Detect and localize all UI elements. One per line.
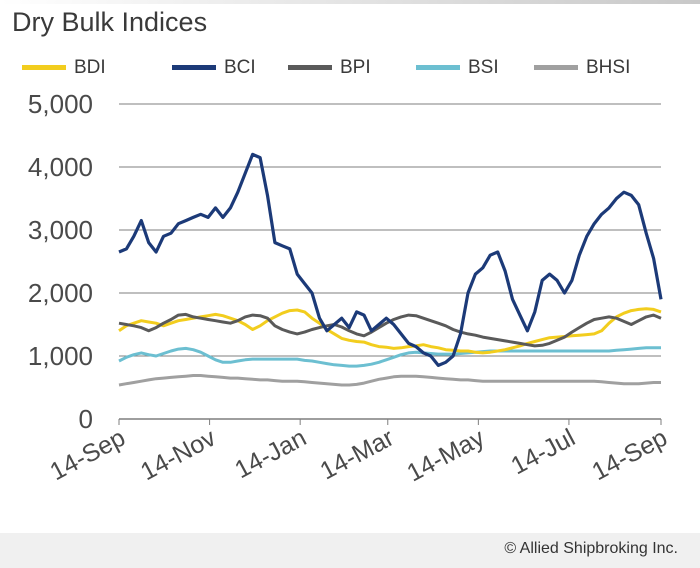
series-line-bdi <box>118 307 662 355</box>
legend-label: BDI <box>74 57 106 78</box>
x-tick-label: 14-Jul <box>506 424 579 481</box>
series-line-bsi <box>118 346 661 368</box>
copyright-notice: © Allied Shipbroking Inc. <box>504 540 678 557</box>
top-decorative-bar <box>0 0 700 4</box>
legend-swatch <box>416 65 460 70</box>
legend-label: BCI <box>224 57 256 78</box>
x-tick-label: 14-May <box>402 423 489 487</box>
x-tick-label: 14-Mar <box>316 424 399 486</box>
y-tick-label: 0 <box>79 404 93 434</box>
y-tick-label: 5,000 <box>28 89 93 119</box>
series-line-bhsi <box>118 374 661 387</box>
y-tick-label: 4,000 <box>28 152 93 182</box>
chart-title: Dry Bulk Indices <box>12 7 208 37</box>
y-tick-label: 2,000 <box>28 278 93 308</box>
legend-swatch <box>534 65 578 70</box>
y-tick-label: 1,000 <box>28 341 93 371</box>
legend-swatch <box>22 65 66 70</box>
x-tick-label: 14-Jan <box>230 424 311 485</box>
footer-bar <box>0 533 700 568</box>
x-tick-label: 14-Sep <box>587 424 671 487</box>
legend-label: BHSI <box>586 57 631 78</box>
legend-label: BPI <box>340 57 371 78</box>
legend-label: BSI <box>468 57 499 78</box>
legend-swatch <box>172 65 216 70</box>
y-tick-label: 3,000 <box>28 215 93 245</box>
series-line-bpi <box>118 312 662 348</box>
legend-swatch <box>288 65 332 70</box>
x-tick-label: 14-Nov <box>136 423 221 486</box>
series-line-bci <box>118 152 663 367</box>
